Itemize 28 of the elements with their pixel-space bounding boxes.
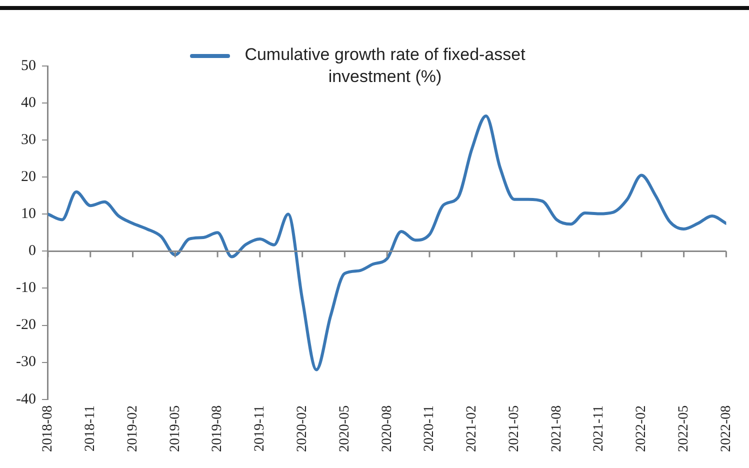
y-tick-label: 40	[20, 94, 36, 111]
x-tick-label: 2019-05	[168, 405, 183, 452]
x-tick-label: 2018-11	[83, 405, 98, 452]
x-tick-label: 2021-02	[464, 405, 480, 452]
y-tick-label: -20	[16, 317, 36, 334]
x-tick-label: 2021-11	[592, 405, 607, 452]
y-tick-label: 30	[20, 132, 36, 148]
x-tick-label: 2020-02	[294, 405, 310, 452]
x-tick-label: 2022-02	[634, 405, 650, 452]
x-tick-label: 2019-02	[125, 405, 140, 452]
y-tick-label: -30	[16, 354, 36, 370]
x-tick-label: 2018-08	[40, 405, 56, 452]
legend-label: Cumulative growth rate of fixed-asset investment (%)	[244, 44, 526, 88]
x-tick-label: 2021-05	[506, 405, 522, 452]
x-tick-label: 2021-08	[549, 405, 564, 452]
x-tick-label: 2020-11	[422, 405, 438, 452]
x-tick-label: 2020-05	[337, 405, 352, 452]
x-tick-label: 2019-08	[210, 405, 226, 452]
y-tick-label: 10	[20, 206, 36, 222]
x-tick-label: 2019-11	[252, 405, 268, 452]
y-tick-label: -10	[16, 280, 36, 296]
x-tick-label: 2020-08	[380, 405, 395, 452]
y-tick-label: 50	[20, 58, 36, 74]
y-tick-label: -40	[16, 391, 36, 408]
y-tick-label: 0	[28, 243, 36, 260]
y-tick-label: 20	[20, 169, 36, 186]
x-tick-label: 2022-08	[718, 405, 734, 452]
x-tick-label: 2022-05	[676, 405, 692, 452]
